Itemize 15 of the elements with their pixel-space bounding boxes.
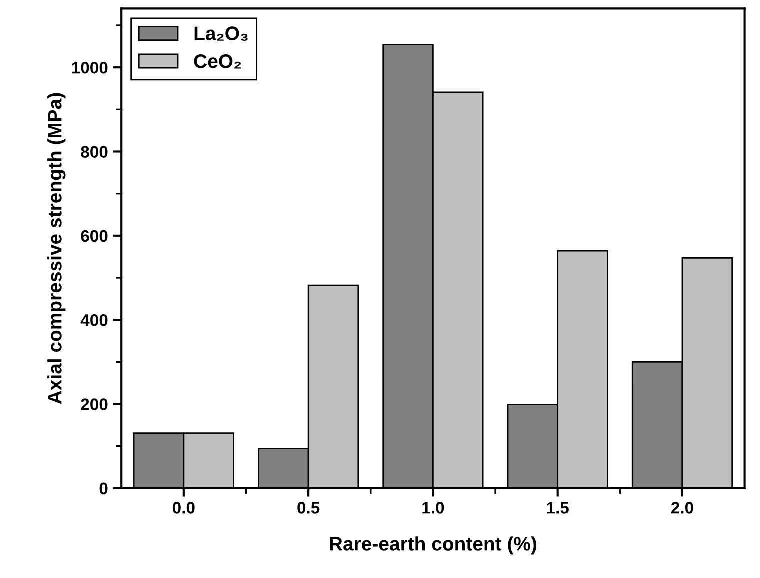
legend-label: La₂O₃ [194, 26, 248, 41]
x-tick-label: 0.0 [172, 502, 195, 514]
x-axis-title: Rare-earth content (%) [330, 536, 536, 555]
legend-label: CeO₂ [194, 54, 242, 69]
y-tick-label: 1000 [72, 62, 108, 74]
y-tick-label: 200 [81, 398, 108, 410]
y-tick-label: 400 [80, 314, 108, 326]
x-tick-label: 1.0 [422, 502, 444, 514]
x-tick-label: 1.5 [547, 502, 569, 514]
y-tick-label: 800 [81, 146, 108, 158]
y-tick-label: 0 [100, 482, 108, 495]
x-tick-label: 2.0 [671, 502, 694, 514]
y-tick-label: 600 [81, 230, 108, 242]
x-tick-label: 0.5 [298, 502, 320, 514]
y-axis-title: Axial compressive strength (MPa) [48, 93, 66, 404]
